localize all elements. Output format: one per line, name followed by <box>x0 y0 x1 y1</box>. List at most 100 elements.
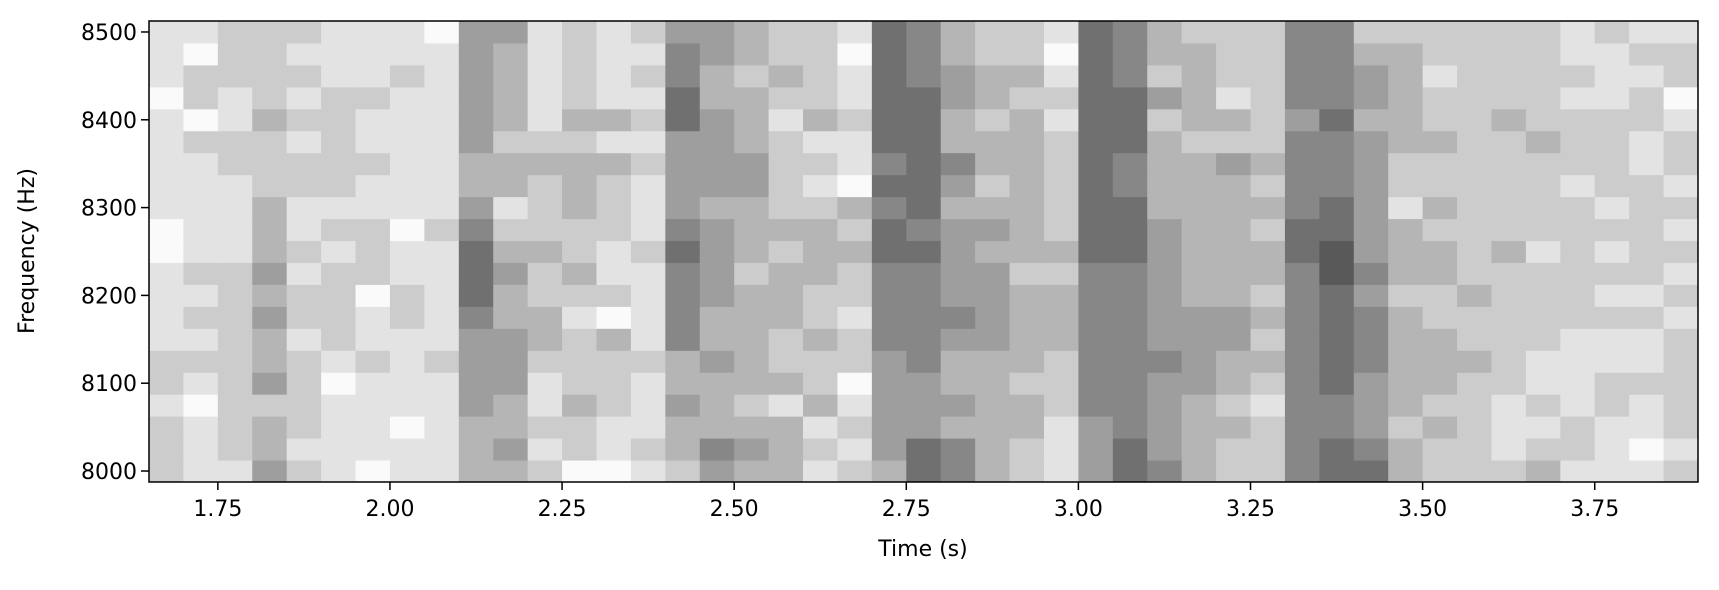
cell <box>424 438 460 461</box>
cell <box>1560 196 1596 220</box>
cell <box>871 284 907 307</box>
cell <box>906 262 942 285</box>
cell <box>630 174 666 198</box>
cell <box>1525 350 1561 373</box>
cell <box>1457 174 1492 198</box>
cell <box>837 416 873 439</box>
cell <box>217 262 253 285</box>
cell <box>1147 460 1183 483</box>
cell <box>803 21 838 44</box>
cell <box>1663 350 1699 373</box>
cell <box>1216 416 1252 439</box>
cell <box>149 108 184 132</box>
cell <box>1147 306 1183 329</box>
cell <box>1250 64 1286 88</box>
cell <box>217 328 253 351</box>
cell <box>768 372 804 395</box>
cell <box>424 460 460 483</box>
cell <box>1560 350 1596 373</box>
cell <box>975 460 1011 483</box>
cell <box>1388 284 1424 307</box>
cell <box>1457 350 1492 373</box>
cell <box>1319 262 1355 285</box>
cell <box>837 284 873 307</box>
cell <box>596 438 632 461</box>
y-tick-label: 8000 <box>81 460 137 485</box>
cell <box>1284 350 1320 373</box>
cell <box>1525 174 1561 198</box>
cell <box>1284 108 1320 132</box>
cell <box>286 350 322 373</box>
cell <box>321 218 357 242</box>
cell <box>630 460 666 483</box>
cell <box>252 306 288 329</box>
cell <box>837 240 873 263</box>
cell <box>1594 350 1630 373</box>
cell <box>527 394 563 417</box>
cell <box>837 306 873 329</box>
cell <box>1078 460 1114 483</box>
cell <box>1250 328 1286 351</box>
cell <box>699 86 735 110</box>
cell <box>286 21 322 44</box>
cell <box>940 196 976 220</box>
cell <box>1250 460 1286 483</box>
cell <box>389 196 425 220</box>
cell <box>527 174 563 198</box>
cell <box>940 438 976 461</box>
cell <box>734 460 770 483</box>
cell <box>424 306 460 329</box>
cell <box>527 460 563 483</box>
cell <box>1629 21 1665 44</box>
x-tick-label: 2.25 <box>538 497 587 522</box>
cell <box>389 394 425 417</box>
cell <box>906 108 942 132</box>
cell <box>630 86 666 110</box>
cell <box>596 218 632 242</box>
cell <box>1594 64 1630 88</box>
cell <box>940 42 976 66</box>
cell <box>630 306 666 329</box>
cell <box>1043 460 1079 483</box>
cell <box>217 284 253 307</box>
cell <box>1629 42 1665 66</box>
cell <box>493 42 529 66</box>
cell <box>1284 174 1320 198</box>
cell <box>355 372 391 395</box>
cell <box>1422 86 1458 110</box>
cell <box>734 64 770 88</box>
cell <box>1181 21 1217 44</box>
cell <box>596 130 632 154</box>
cell <box>768 460 804 483</box>
cell <box>906 64 942 88</box>
cell <box>252 196 288 220</box>
cell <box>1629 372 1665 395</box>
cell <box>1216 130 1252 154</box>
cell <box>1319 284 1355 307</box>
cell <box>1009 306 1045 329</box>
cell <box>183 174 219 198</box>
cell <box>1560 438 1596 461</box>
cell <box>803 42 838 66</box>
cell <box>871 64 907 88</box>
cell <box>1594 372 1630 395</box>
cell <box>699 64 735 88</box>
cell <box>562 416 597 439</box>
cell <box>355 350 391 373</box>
cell <box>493 394 529 417</box>
cell <box>562 306 597 329</box>
cell <box>768 284 804 307</box>
cell <box>837 328 873 351</box>
cell <box>1629 174 1665 198</box>
cell <box>389 328 425 351</box>
cell <box>1284 306 1320 329</box>
x-tick-label: 3.75 <box>1570 497 1619 522</box>
cell <box>940 394 976 417</box>
cell <box>1594 262 1630 285</box>
cell <box>286 262 322 285</box>
cell <box>1284 64 1320 88</box>
cell <box>837 372 873 395</box>
cell <box>1560 218 1596 242</box>
cell <box>424 416 460 439</box>
cell <box>630 372 666 395</box>
